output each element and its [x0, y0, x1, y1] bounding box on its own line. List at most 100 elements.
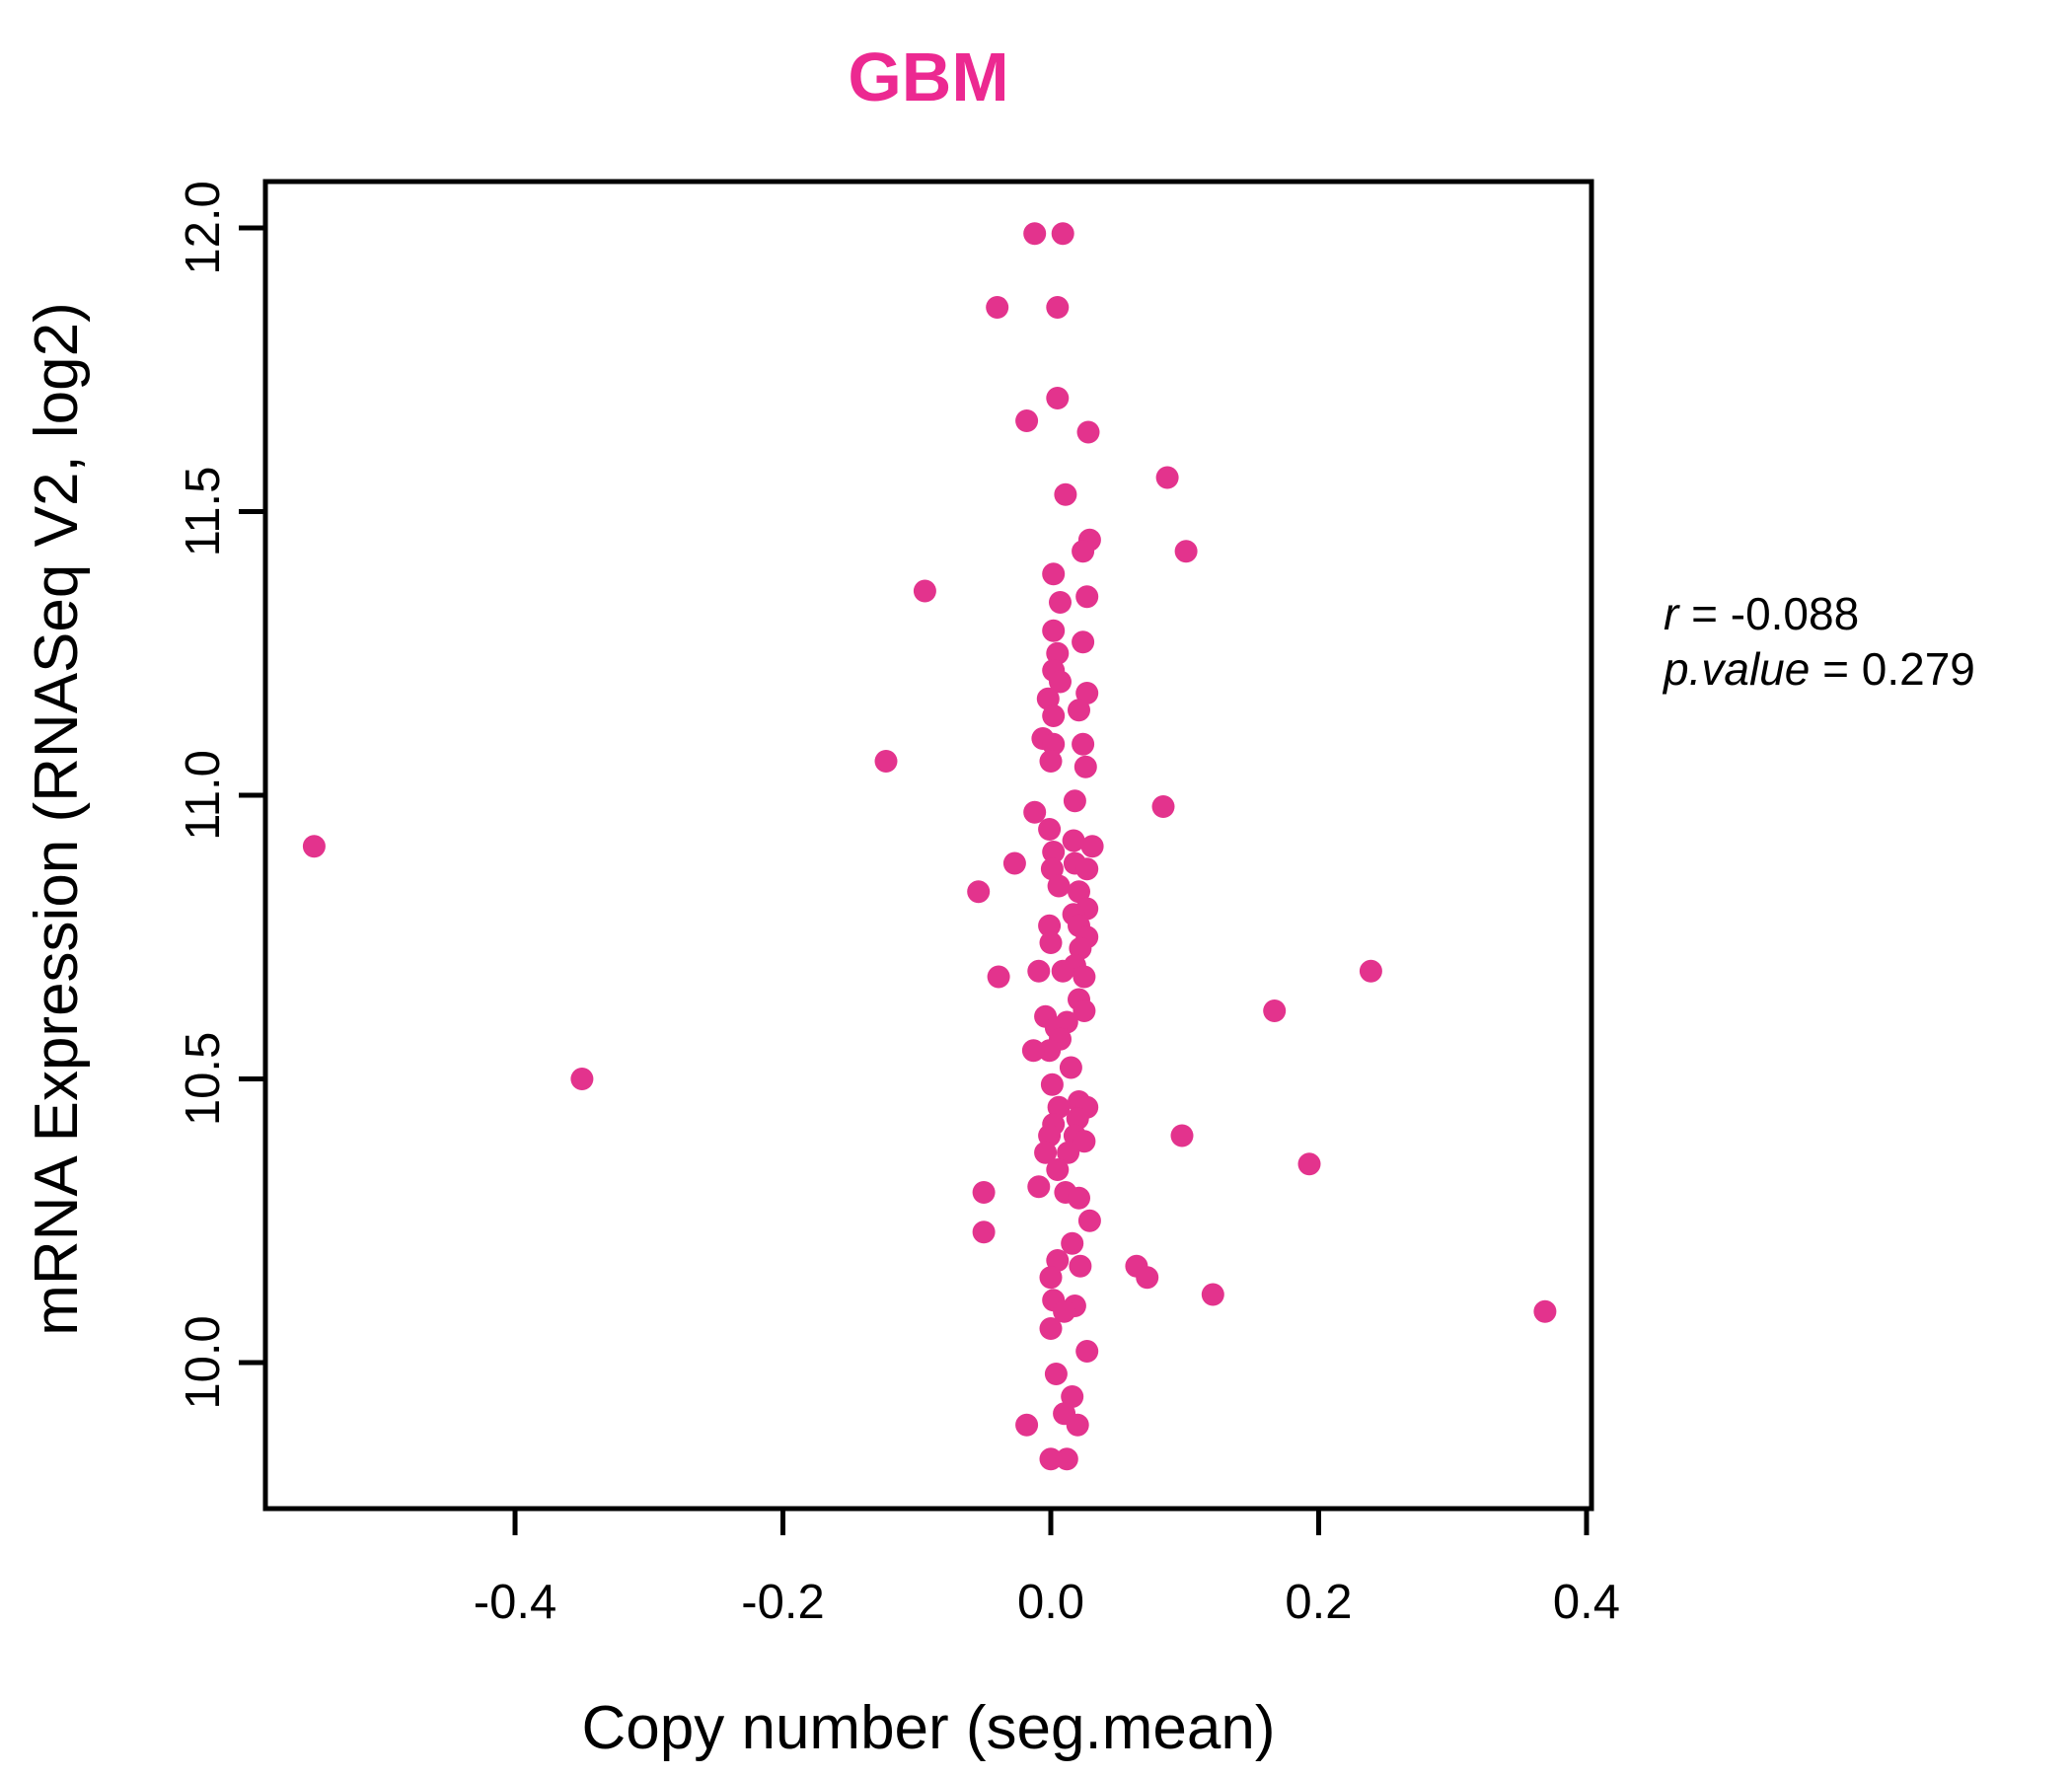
data-point — [1049, 670, 1072, 694]
data-point — [1075, 682, 1099, 704]
data-point — [1038, 1039, 1062, 1063]
data-point — [1042, 619, 1066, 642]
data-point — [1046, 296, 1070, 319]
data-point — [1136, 1266, 1159, 1290]
x-tick-label: -0.2 — [741, 1576, 824, 1629]
x-tick-label: 0.0 — [1017, 1576, 1084, 1629]
data-point — [1297, 1152, 1321, 1176]
data-point — [1036, 687, 1060, 710]
y-axis-ticks: 10.0 10.5 11.0 11.5 12.0 — [177, 181, 265, 1410]
data-point — [1073, 1130, 1096, 1153]
data-point — [1039, 1266, 1063, 1290]
data-point — [1073, 999, 1096, 1022]
data-point — [1047, 1095, 1071, 1119]
data-point — [1063, 789, 1086, 813]
data-point — [1077, 1209, 1101, 1232]
correlation-p-annotation: p.value = 0.279 — [1662, 643, 1975, 695]
data-point — [1054, 482, 1077, 506]
y-tick-label: 11.5 — [177, 467, 230, 557]
data-point — [972, 1181, 996, 1204]
x-tick-label: -0.4 — [474, 1576, 556, 1629]
p-value-text: = 0.279 — [1810, 643, 1975, 695]
data-point — [1059, 1056, 1082, 1079]
data-point — [1042, 704, 1066, 727]
data-point — [1015, 409, 1039, 432]
scatter-points — [302, 222, 1557, 1471]
data-point — [1040, 857, 1064, 881]
data-point — [1075, 1340, 1099, 1363]
y-tick-label: 12.0 — [177, 181, 230, 274]
data-point — [1042, 841, 1066, 863]
data-point — [1073, 755, 1097, 778]
data-point — [1174, 540, 1198, 563]
data-point — [1038, 1124, 1062, 1147]
data-point — [1044, 1363, 1068, 1385]
correlation-r-annotation: r = -0.088 — [1664, 588, 1859, 639]
data-point — [1069, 936, 1092, 960]
data-point — [1046, 641, 1070, 665]
y-tick-label: 11.0 — [177, 750, 230, 841]
data-point — [1039, 931, 1063, 954]
data-point — [913, 579, 936, 603]
data-point — [1062, 829, 1085, 852]
x-axis-label: Copy number (seg.mean) — [582, 1694, 1276, 1762]
data-point — [1040, 1073, 1064, 1096]
y-tick-label: 10.0 — [177, 1315, 230, 1409]
data-point — [1076, 420, 1100, 444]
data-point — [1034, 1141, 1058, 1164]
data-point — [1046, 387, 1070, 409]
data-point — [874, 750, 898, 773]
data-point — [1069, 1254, 1092, 1278]
data-point — [1042, 732, 1066, 756]
r-variable-label: r — [1664, 588, 1680, 639]
data-point — [1533, 1299, 1557, 1323]
data-point — [1072, 540, 1095, 563]
data-point — [1046, 1158, 1070, 1181]
x-axis-ticks: -0.4 -0.2 0.0 0.2 0.4 — [474, 1509, 1620, 1629]
data-point — [1055, 1447, 1078, 1471]
x-tick-label: 0.4 — [1553, 1576, 1620, 1629]
y-axis-label: mRNA Expression (RNASeq V2, log2) — [23, 302, 91, 1336]
data-point — [1051, 222, 1074, 246]
plot-area-border — [262, 179, 1594, 1512]
data-point — [986, 296, 1009, 319]
data-point — [1170, 1124, 1194, 1147]
data-point — [1047, 874, 1071, 898]
data-point — [1066, 1107, 1089, 1131]
data-point — [1027, 1175, 1051, 1199]
data-point — [1359, 959, 1382, 983]
data-point — [1042, 562, 1066, 586]
data-point — [1002, 851, 1026, 875]
data-point — [302, 835, 326, 858]
x-tick-label: 0.2 — [1285, 1576, 1352, 1629]
data-point — [1072, 630, 1095, 654]
data-point — [1021, 1039, 1045, 1063]
data-point — [1151, 795, 1175, 818]
data-point — [1068, 699, 1090, 722]
data-point — [1049, 591, 1072, 614]
data-point — [1066, 1413, 1089, 1437]
y-tick-label: 10.5 — [177, 1032, 230, 1126]
data-point — [1075, 585, 1099, 609]
p-variable-label: p.value — [1662, 643, 1810, 695]
data-point — [1080, 835, 1104, 858]
data-point — [1027, 959, 1051, 983]
data-point — [1038, 818, 1062, 841]
plot-title: GBM — [848, 38, 1008, 115]
data-point — [1023, 222, 1047, 246]
data-point — [1053, 1299, 1076, 1323]
data-point — [1068, 1186, 1090, 1210]
data-point — [987, 965, 1010, 989]
r-value-text: = -0.088 — [1678, 588, 1859, 639]
data-point — [1057, 1141, 1080, 1164]
data-point — [1039, 750, 1063, 773]
data-point — [1073, 965, 1096, 989]
data-point — [1051, 959, 1074, 983]
data-point — [1072, 732, 1095, 756]
data-point — [967, 880, 991, 904]
data-point — [972, 1221, 996, 1244]
data-point — [1263, 999, 1287, 1022]
data-point — [1155, 466, 1179, 489]
